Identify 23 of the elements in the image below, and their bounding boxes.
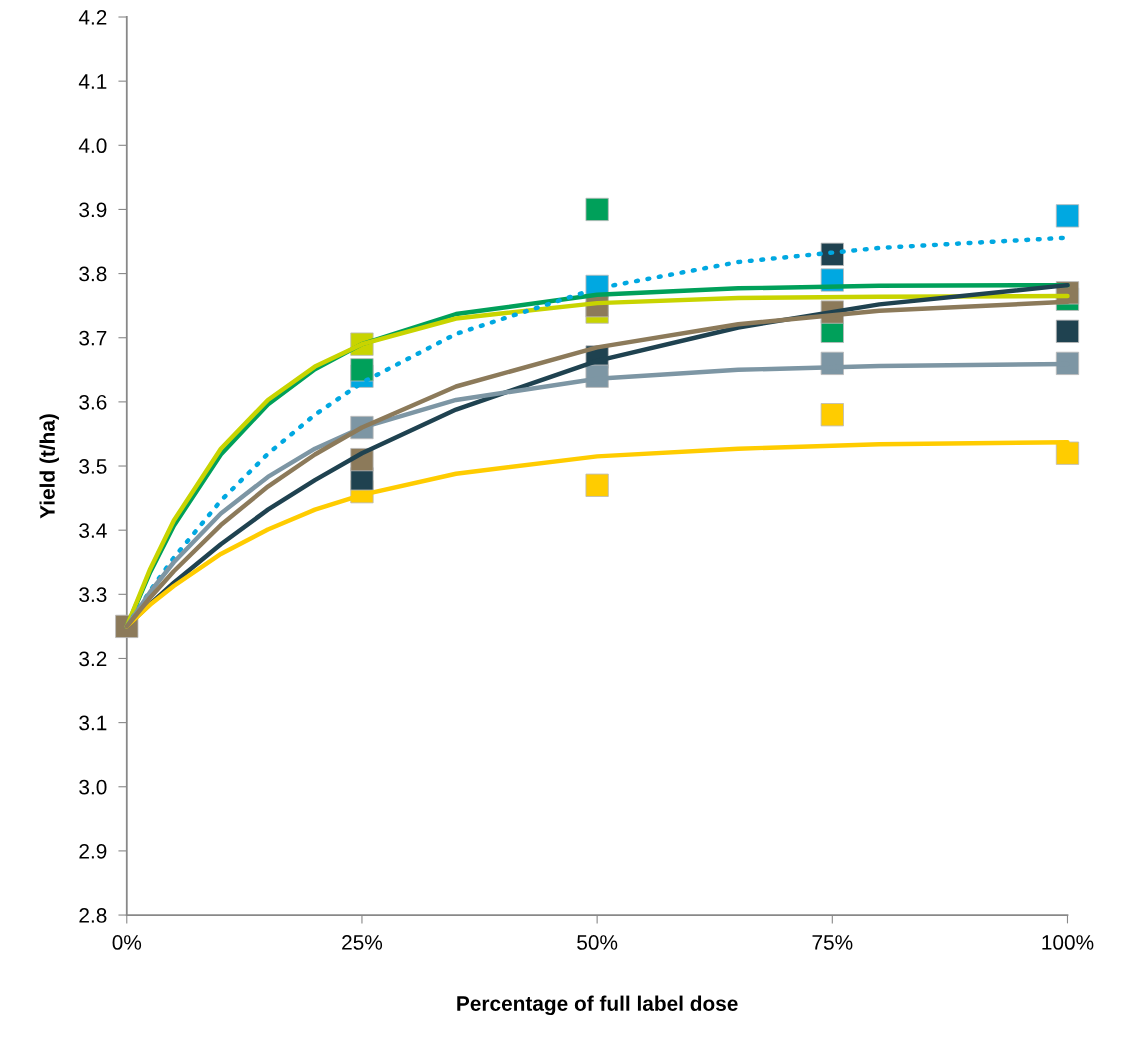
- x-axis-title: Percentage of full label dose: [457, 995, 738, 1016]
- y-tick-label: 3.2: [79, 651, 107, 667]
- x-tick-label: 75%: [812, 935, 853, 950]
- y-tick-label: 4.2: [78, 10, 107, 25]
- x-tick-label: 50%: [577, 935, 618, 950]
- y-tick-label: 3.1: [79, 715, 107, 731]
- point: [820, 403, 844, 427]
- y-tick-label: 2.8: [79, 908, 107, 923]
- x-tick-label: 100%: [1042, 935, 1094, 950]
- x-tick-label: 25%: [342, 935, 383, 950]
- y-tick-label: 3.8: [79, 266, 107, 282]
- y-tick-label: 3.4: [79, 523, 107, 538]
- y-tick-label: 3.5: [79, 459, 107, 474]
- y-tick-label: 3.0: [79, 779, 107, 795]
- y-tick-label: 2.9: [79, 843, 107, 859]
- y-tick-label: 3.3: [79, 587, 107, 603]
- y-tick-label: 4.0: [78, 138, 107, 154]
- y-tick-label: 3.7: [79, 330, 107, 346]
- y-tick-label: 3.9: [79, 202, 107, 218]
- y-tick-label: 3.6: [79, 394, 107, 410]
- y-axis-title: Yield (t/ha): [39, 414, 59, 519]
- y-tick-label: 4.1: [78, 74, 107, 89]
- x-tick-label: 0%: [112, 935, 142, 950]
